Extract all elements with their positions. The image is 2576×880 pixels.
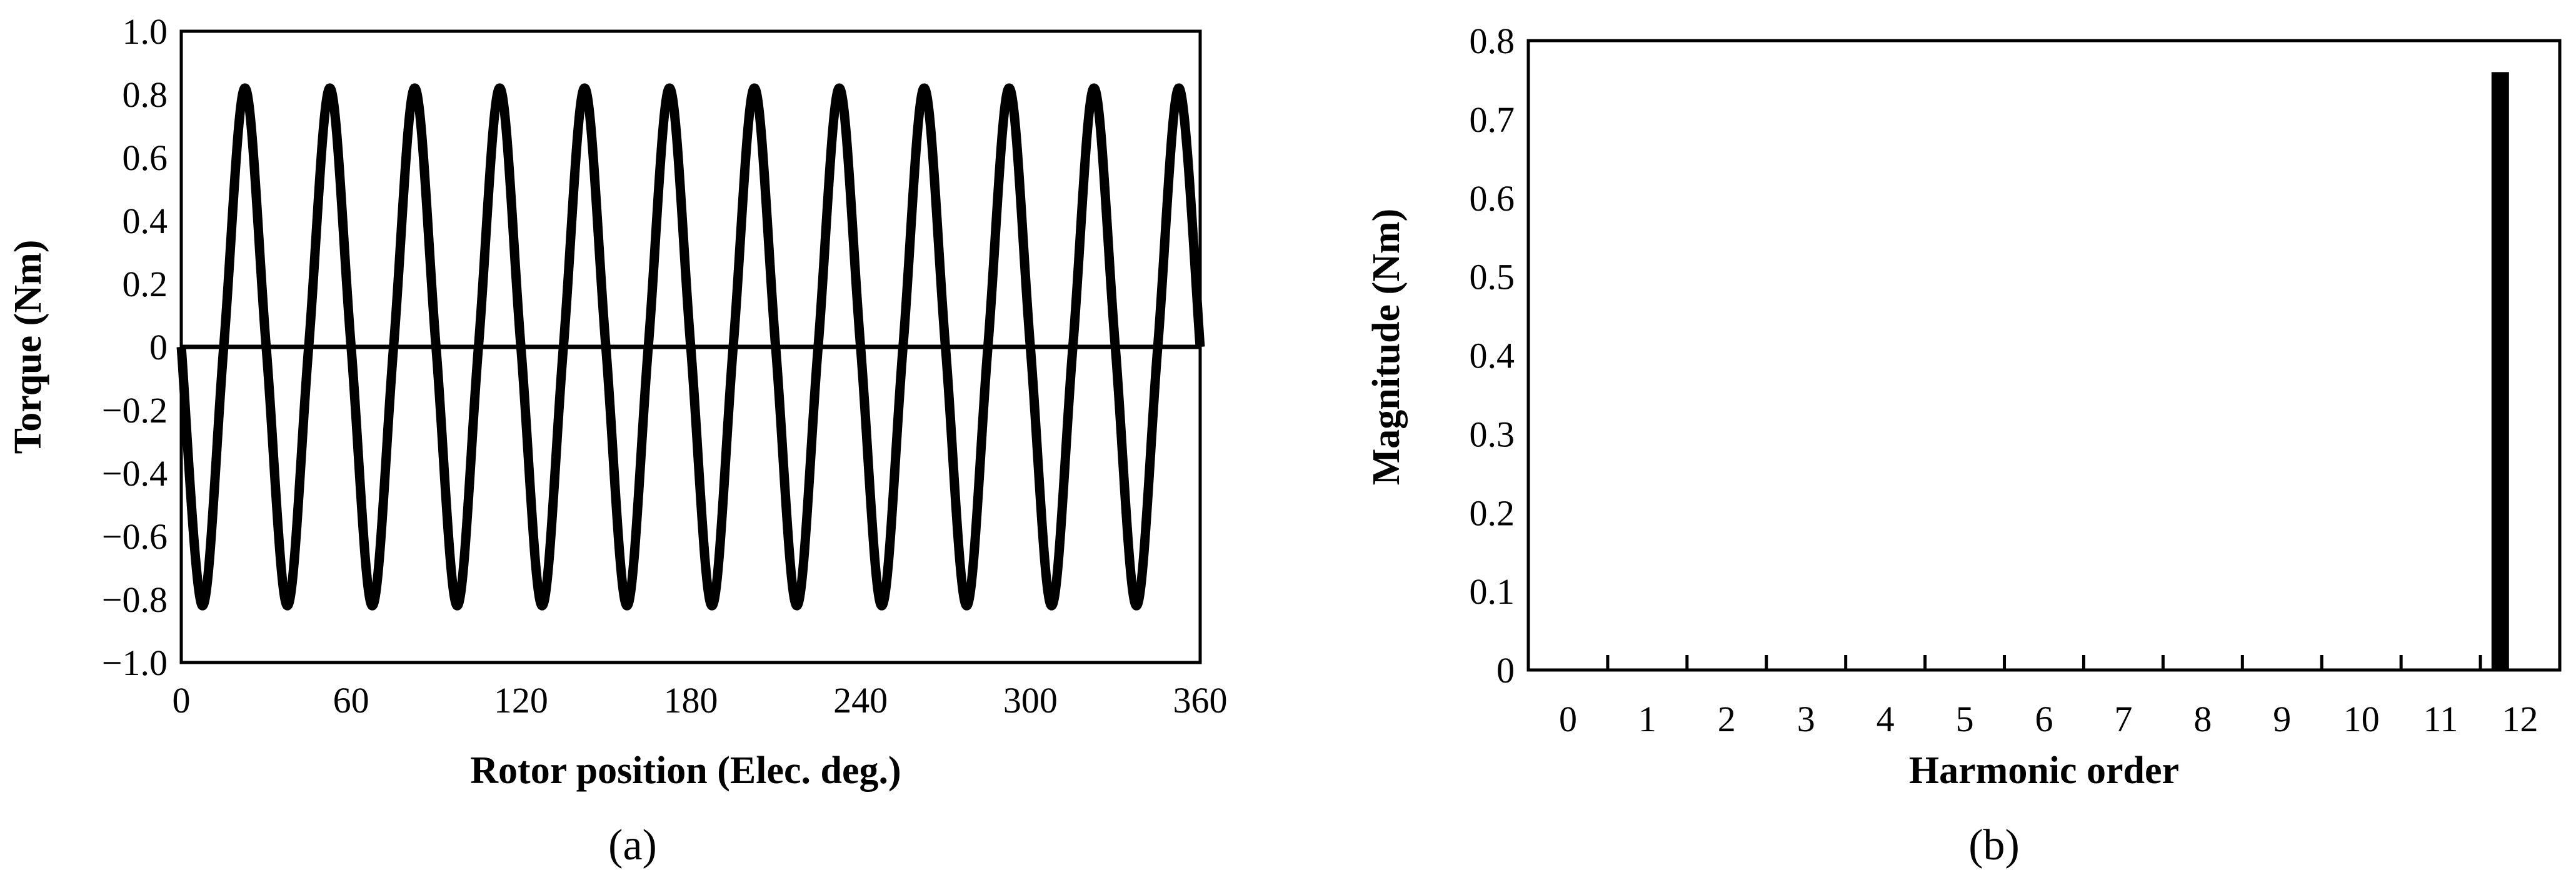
panel-a-y-axis-label: Torque (Nm) xyxy=(7,240,49,454)
panel-b-tick-layer: 00.10.20.30.40.50.60.70.80 1 2 3 4 5 6 7 8 9 10 11 1… xyxy=(1470,21,2538,739)
panel-b-y-tick-label: 0.2 xyxy=(1470,492,1515,533)
panel-a-y-tick-label: 0.6 xyxy=(123,138,168,178)
panel-a-y-tick-label: 0.8 xyxy=(123,74,168,115)
panel-b-x-tick-label: 6 xyxy=(2035,699,2053,739)
panel-b-x-tick-label: 2 xyxy=(1718,699,1736,739)
panel-b-plot-frame xyxy=(1526,39,2562,672)
panel-b-y-tick-label: 0.6 xyxy=(1470,178,1515,219)
panel-b-y-tick-label: 0 xyxy=(1496,650,1515,691)
panel-b-y-tick-label: 0.1 xyxy=(1470,571,1515,612)
panel-b-y-axis-label: Magnitude (Nm) xyxy=(1365,209,1408,486)
panel-a-x-tick-label: 60 xyxy=(333,680,369,721)
panel-a-x-tick-label: 0 xyxy=(173,680,191,721)
panel-a-x-tick-label: 240 xyxy=(833,680,888,721)
panel-b-label: (b) xyxy=(1968,821,2020,869)
panel-b-y-tick-label: 0.5 xyxy=(1470,257,1515,298)
panel-b-bar-layer xyxy=(2491,72,2509,671)
panel-b-x-tick-label: 12 xyxy=(2502,699,2538,739)
panel-a-tick-layer: −1.0 −0.8 −0.6 −0.4 −0.2 0 0.2 0.4 0.6 0.8 1.0 0 60 1… xyxy=(102,11,1228,721)
panel-b-x-tick-label: 1 xyxy=(1638,699,1656,739)
panel-b-harmonic-chart: 00.10.20.30.40.50.60.70.80 1 2 3 4 5 6 7 8 9 10 11 1… xyxy=(1365,21,2562,869)
panel-b-x-tick-label: 9 xyxy=(2273,699,2291,739)
panel-b-y-tick-label: 0.3 xyxy=(1470,414,1515,454)
panel-a-y-tick-label: −1.0 xyxy=(102,642,168,683)
panel-b-x-tick-label: 10 xyxy=(2343,699,2380,739)
panel-b-y-tick-label: 0.7 xyxy=(1470,99,1515,140)
panel-a-x-tick-label: 120 xyxy=(494,680,548,721)
panel-a-y-tick-label: 0 xyxy=(149,327,168,368)
panel-b-x-tick-label: 0 xyxy=(1559,699,1577,739)
panel-a-y-tick-label: −0.4 xyxy=(102,453,168,494)
panel-a-y-tick-label: −0.6 xyxy=(102,516,168,557)
panel-a-plot-frame xyxy=(179,29,1202,664)
panel-b-x-tick-label: 7 xyxy=(2114,699,2132,739)
panel-b-x-tick-label: 8 xyxy=(2193,699,2212,739)
panel-a-x-tick-label: 300 xyxy=(1003,680,1058,721)
panel-a-y-tick-label: 0.2 xyxy=(123,264,168,304)
panel-b-x-tick-label: 4 xyxy=(1877,699,1895,739)
panel-b-x-axis-label: Harmonic order xyxy=(1909,749,2179,792)
panel-a-x-tick-label: 360 xyxy=(1173,680,1228,721)
panel-b-x-tick-label: 11 xyxy=(2423,699,2458,739)
panel-a-torque-chart: −1.0 −0.8 −0.6 −0.4 −0.2 0 0.2 0.4 0.6 0.8 1.0 0 60 1… xyxy=(7,11,1228,869)
panel-b-y-tick-label: 0.4 xyxy=(1470,336,1515,376)
panel-a-y-tick-label: −0.8 xyxy=(102,579,168,620)
panel-a-y-tick-label: 1.0 xyxy=(123,11,168,52)
panel-a-x-axis-label: Rotor position (Elec. deg.) xyxy=(470,749,901,792)
panel-a-y-tick-label: −0.2 xyxy=(102,390,168,431)
panel-b-x-tick-label: 5 xyxy=(1956,699,1974,739)
panel-a-torque-series-line xyxy=(176,83,1205,611)
panel-a-x-tick-label: 180 xyxy=(664,680,718,721)
panel-a-y-tick-label: 0.4 xyxy=(123,201,168,241)
panel-b-y-tick-label: 0.8 xyxy=(1470,21,1515,61)
panel-b-x-tick-label: 3 xyxy=(1797,699,1815,739)
panel-a-label: (a) xyxy=(608,821,657,869)
panel-b-bar xyxy=(2491,72,2509,671)
